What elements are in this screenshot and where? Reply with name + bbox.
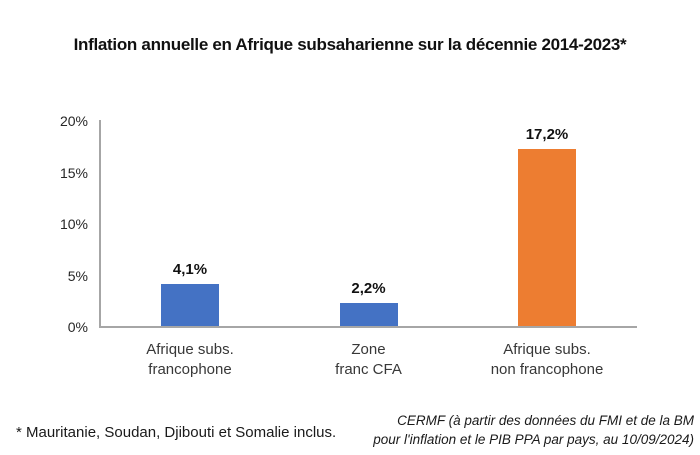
- bar-value-label-afrique-subs-francophone: 4,1%: [172, 261, 208, 278]
- y-tick-label-20: 20%: [59, 113, 88, 129]
- category-label-afrique-subs-francophone: Afrique subs. francophone: [98, 340, 282, 379]
- source-credit-line-1: CERMF (à partir des données du FMI et de…: [397, 413, 694, 428]
- bar-zone-franc-cfa: [339, 303, 398, 326]
- y-tick-label-10: 10%: [59, 216, 88, 232]
- y-tick-label-0: 0%: [67, 319, 88, 335]
- bar-afrique-subs-francophone: [161, 284, 219, 326]
- category-label-line: Afrique subs.: [503, 341, 591, 358]
- category-label-zone-franc-cfa: Zone franc CFA: [277, 340, 461, 379]
- category-label-line: francophone: [148, 360, 232, 378]
- category-label-line: franc CFA: [335, 360, 402, 378]
- category-label-line: Afrique subs.: [146, 341, 234, 358]
- bar-afrique-subs-non-francophone: [518, 149, 576, 326]
- category-label-line: Zone: [351, 341, 386, 358]
- bar-value-label-afrique-subs-non-francophone: 17,2%: [525, 126, 569, 143]
- category-label-line: non francophone: [490, 360, 604, 378]
- y-tick-label-15: 15%: [59, 164, 88, 181]
- bar-value-label-zone-franc-cfa: 2,2%: [351, 280, 386, 297]
- category-label-afrique-subs-non-francophone: Afrique subs. non francophone: [455, 340, 639, 379]
- y-tick-label-5: 5%: [67, 267, 88, 284]
- source-credit: CERMF (à partir des données du FMI et de…: [294, 411, 694, 449]
- source-credit-line-2: pour l'inflation et le PIB PPA par pays,…: [373, 432, 694, 447]
- chart-title: Inflation annuelle en Afrique subsaharie…: [73, 35, 627, 54]
- plot-area: 4,1% 2,2% 17,2%: [99, 120, 637, 328]
- footnote-asterisk: * Mauritanie, Soudan, Djibouti et Somali…: [16, 424, 337, 441]
